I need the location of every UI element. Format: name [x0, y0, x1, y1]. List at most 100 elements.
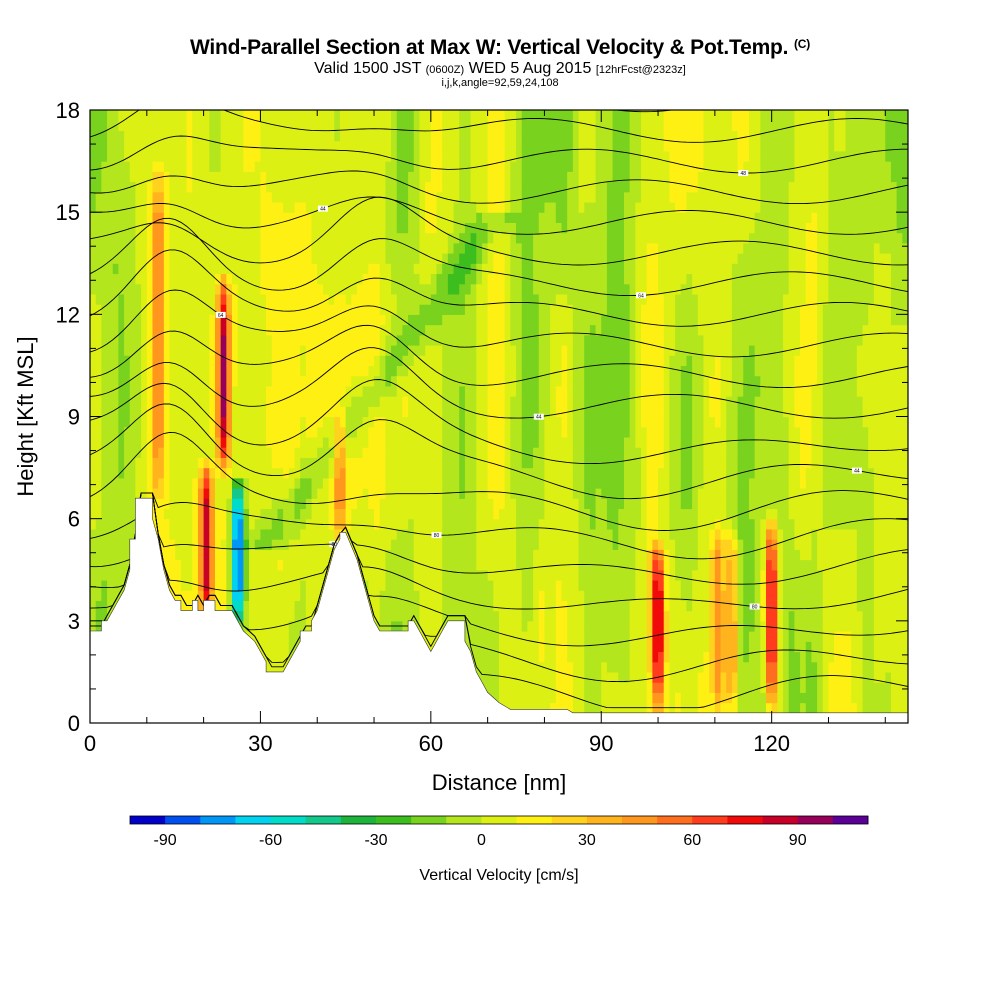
- field-cell: [436, 569, 443, 581]
- field-cell: [124, 447, 131, 458]
- field-cell: [339, 385, 347, 397]
- field-cell: [487, 682, 494, 693]
- field-cell: [510, 324, 517, 336]
- field-cell: [368, 140, 375, 152]
- field-cell: [141, 191, 148, 203]
- field-cell: [311, 130, 318, 142]
- field-cell: [555, 579, 563, 591]
- field-cell: [180, 355, 188, 367]
- field-cell: [107, 253, 114, 264]
- field-cell: [453, 579, 460, 591]
- field-cell: [356, 150, 364, 162]
- field-cell: [180, 559, 188, 571]
- field-cell: [277, 600, 284, 612]
- field-cell: [374, 283, 381, 295]
- field-cell: [413, 590, 421, 601]
- field-cell: [555, 620, 563, 632]
- field-cell: [453, 140, 460, 152]
- field-cell: [351, 518, 358, 530]
- field-cell: [283, 436, 290, 448]
- field-cell: [328, 508, 335, 520]
- field-cell: [135, 355, 142, 367]
- field-cell: [487, 263, 494, 275]
- field-cell: [135, 273, 142, 285]
- field-cell: [197, 201, 205, 213]
- field-cell: [175, 212, 182, 223]
- field-cell: [436, 385, 443, 397]
- field-cell: [90, 477, 97, 489]
- field-cell: [419, 569, 426, 581]
- field-cell: [516, 120, 523, 132]
- field-cell: [538, 140, 546, 152]
- field-cell: [254, 569, 262, 581]
- field-cell: [339, 110, 347, 121]
- field-cell: [266, 600, 273, 612]
- field-cell: [90, 263, 97, 275]
- field-cell: [504, 528, 511, 540]
- field-cell: [163, 150, 171, 162]
- field-cell: [516, 355, 523, 367]
- field-cell: [464, 222, 472, 234]
- field-cell: [356, 232, 364, 244]
- field-cell: [521, 161, 528, 172]
- field-cell: [226, 447, 233, 458]
- field-cell: [436, 212, 443, 223]
- chart-subtitle: Valid 1500 JST (0600Z) WED 5 Aug 2015 [1…: [0, 60, 1000, 78]
- field-cell: [226, 528, 233, 540]
- field-cell: [402, 140, 409, 152]
- field-cell: [527, 344, 534, 356]
- field-cell: [379, 436, 386, 448]
- field-cell: [362, 140, 369, 152]
- field-cell: [305, 283, 313, 295]
- field-cell: [476, 406, 483, 418]
- field-cell: [192, 191, 199, 203]
- field-cell: [192, 232, 199, 244]
- field-cell: [425, 171, 432, 183]
- field-cell: [90, 385, 97, 397]
- field-cell: [112, 201, 119, 213]
- field-cell: [288, 365, 296, 377]
- field-cell: [328, 528, 335, 540]
- field-cell: [146, 385, 154, 397]
- field-cell: [243, 396, 250, 407]
- field-cell: [209, 508, 216, 520]
- field-cell: [101, 436, 108, 448]
- field-cell: [516, 242, 523, 254]
- field-cell: [317, 396, 324, 407]
- field-cell: [107, 375, 114, 387]
- field-cell: [209, 110, 216, 121]
- field-cell: [396, 396, 404, 407]
- field-cell: [152, 498, 159, 510]
- field-cell: [521, 488, 528, 499]
- field-cell: [481, 232, 489, 244]
- field-cell: [493, 488, 500, 499]
- field-cell: [209, 426, 216, 438]
- field-cell: [499, 457, 506, 469]
- field-cell: [396, 201, 404, 213]
- field-cell: [391, 436, 398, 448]
- field-cell: [499, 671, 506, 683]
- field-cell: [118, 457, 125, 469]
- field-cell: [419, 457, 426, 469]
- field-cell: [124, 110, 131, 121]
- field-cell: [169, 579, 176, 591]
- field-cell: [249, 344, 256, 356]
- field-cell: [288, 273, 296, 285]
- field-cell: [192, 436, 199, 448]
- field-cell: [254, 120, 262, 132]
- field-cell: [538, 692, 546, 704]
- field-cell: [243, 375, 250, 387]
- field-cell: [328, 396, 335, 407]
- field-cell: [186, 283, 193, 295]
- field-cell: [288, 120, 296, 132]
- field-cell: [499, 150, 506, 162]
- field-cell: [237, 344, 244, 356]
- field-cell: [186, 253, 193, 264]
- field-cell: [266, 396, 273, 407]
- field-cell: [521, 110, 528, 121]
- field-cell: [555, 682, 563, 693]
- field-cell: [118, 161, 125, 172]
- field-cell: [288, 171, 296, 183]
- field-cell: [203, 477, 210, 489]
- field-cell: [453, 385, 460, 397]
